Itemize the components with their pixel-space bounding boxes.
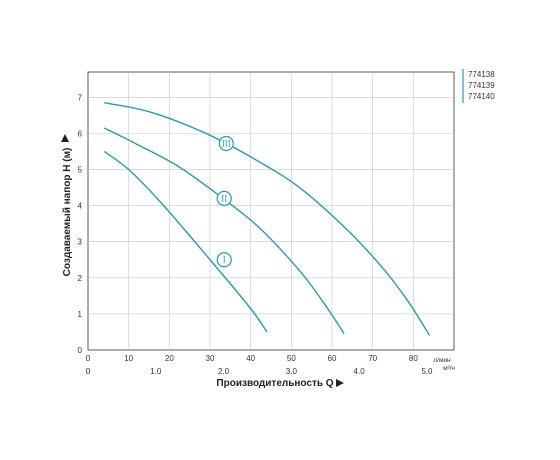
x-tick-label-lpm: 60 xyxy=(328,354,337,363)
y-tick-labels: 0 1 2 3 4 5 6 7 xyxy=(78,93,83,355)
x-tick-label-lpm: 30 xyxy=(206,354,215,363)
legend-item: 774138 xyxy=(468,70,495,79)
y-axis-arrow-icon xyxy=(61,134,69,142)
x-tick-label-m3h: 0 xyxy=(86,367,91,376)
y-tick-label: 5 xyxy=(78,165,83,174)
x-unit-m3h: м³/ч xyxy=(443,365,455,372)
y-axis-label: Создаваемый напор H (м) xyxy=(62,148,73,277)
y-tick-label: 7 xyxy=(78,93,83,102)
x-tick-label-m3h: 4.0 xyxy=(354,367,366,376)
x-tick-label-m3h: 2.0 xyxy=(218,367,230,376)
curve-label-marker xyxy=(218,135,234,152)
x-tick-label-m3h: 3.0 xyxy=(286,367,298,376)
y-tick-label: 6 xyxy=(78,129,83,138)
curve-label-marker xyxy=(216,190,232,206)
x-tick-label-lpm: 80 xyxy=(409,354,418,363)
y-tick-label: 0 xyxy=(78,346,83,355)
y-axis-title: Создаваемый напор H (м) xyxy=(61,134,73,276)
y-tick-label: 3 xyxy=(78,238,83,247)
y-tick-label: 1 xyxy=(78,310,83,319)
y-tick-label: 4 xyxy=(78,202,83,211)
legend-item: 774139 xyxy=(468,81,495,90)
x-tick-label-lpm: 40 xyxy=(246,354,255,363)
x-unit-lpm: л/мин xyxy=(433,357,451,364)
curve-i xyxy=(103,150,268,333)
x-axis-arrow-icon xyxy=(336,379,344,387)
x-tick-label-lpm: 0 xyxy=(86,354,91,363)
x-tick-labels-lpm: 0 10 20 30 40 50 60 70 80 xyxy=(86,354,419,363)
x-tick-labels-m3h: 0 1.0 2.0 3.0 4.0 5.0 xyxy=(86,367,433,376)
x-axis-label: Производительность Q xyxy=(216,378,333,389)
curves xyxy=(103,102,431,336)
curve-label-i: I xyxy=(223,255,226,265)
curve-ii xyxy=(103,127,345,335)
x-tick-label-lpm: 20 xyxy=(165,354,174,363)
x-tick-label-lpm: 70 xyxy=(368,354,377,363)
legend: 774138 774139 774140 xyxy=(462,69,495,103)
curve-label-iii: III xyxy=(222,138,231,148)
legend-item: 774140 xyxy=(468,92,495,101)
curve-label-ii: II xyxy=(221,193,227,203)
grid xyxy=(88,72,454,350)
x-tick-label-m3h: 1.0 xyxy=(150,367,162,376)
x-tick-label-m3h: 5.0 xyxy=(421,367,433,376)
curve-iii xyxy=(104,102,431,336)
curve-label-marker xyxy=(216,252,232,268)
x-tick-label-lpm: 10 xyxy=(124,354,133,363)
x-tick-label-lpm: 50 xyxy=(287,354,296,363)
y-tick-label: 2 xyxy=(78,274,83,283)
x-axis-title: Производительность Q xyxy=(216,378,344,389)
plot-frame xyxy=(87,71,455,351)
